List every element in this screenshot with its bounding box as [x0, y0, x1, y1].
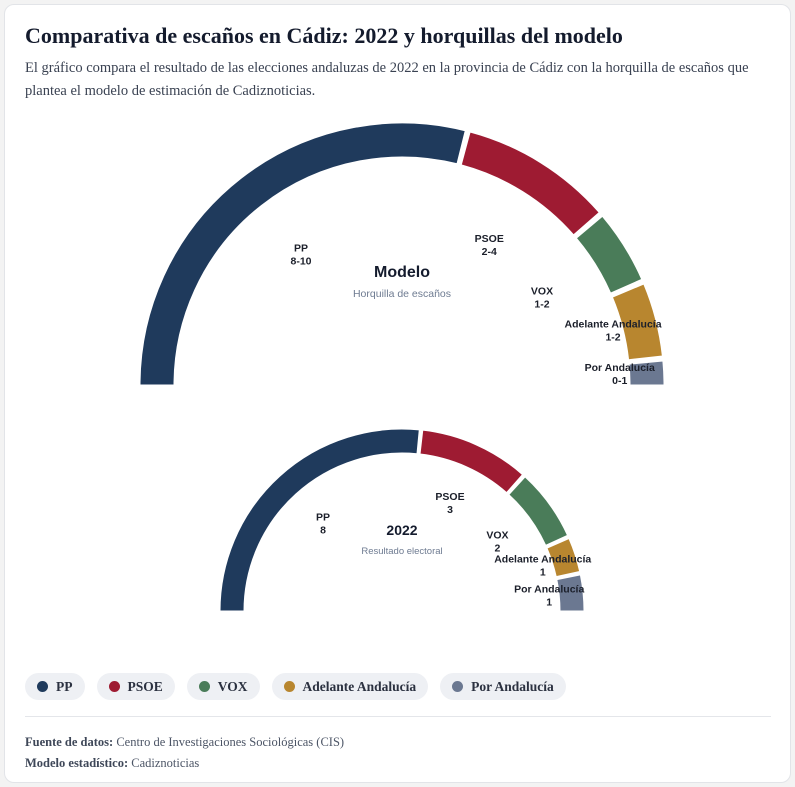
2022-label-party-por-andalucia: Por Andalucía — [514, 584, 584, 596]
model-label-party-vox: VOX — [531, 286, 553, 298]
2022-label-party-pp: PP — [316, 511, 330, 523]
legend-dot-vox — [198, 681, 210, 692]
model-label-seats-por-andalucia: 0-1 — [612, 375, 627, 387]
legend-item-pp[interactable]: PP — [25, 673, 85, 700]
model-arc-vox[interactable] — [575, 215, 643, 294]
2022-label-seats-pp: 8 — [320, 524, 326, 536]
legend-dot-adelante-andalucia — [283, 681, 295, 692]
legend-label-adelante-andalucia: Adelante Andalucía — [302, 678, 417, 694]
model-center-subtitle: Horquilla de escaños — [353, 288, 451, 300]
2022-center-subtitle: Resultado electoral — [361, 546, 442, 557]
model-arc-por-andalucia[interactable] — [628, 360, 665, 386]
model-center-title: Modelo — [374, 264, 430, 281]
page-title: Comparativa de escaños en Cádiz: 2022 y … — [25, 23, 623, 48]
model-label: Modelo estadístico: — [25, 756, 129, 770]
2022-label-seats-adelante-andalucia: 1 — [540, 566, 546, 578]
model-arc-adelante-andalucia[interactable] — [611, 283, 663, 361]
2022-arc-psoe[interactable] — [419, 429, 524, 494]
model-label-party-por-andalucia: Por Andalucía — [585, 362, 655, 374]
model-label-party-psoe: PSOE — [475, 233, 504, 245]
legend-dot-por-andalucia — [452, 681, 464, 692]
model-arc-pp[interactable] — [139, 122, 466, 386]
model-arc-psoe[interactable] — [460, 131, 600, 236]
source-notes: Fuente de datos: Centro de Investigacion… — [25, 732, 344, 774]
2022-label-seats-por-andalucia: 1 — [546, 597, 552, 609]
chart-card: Comparativa de escaños en Cádiz: 2022 y … — [4, 4, 791, 783]
2022-arc-vox[interactable] — [508, 476, 569, 547]
legend-label-psoe: PSOE — [127, 678, 163, 694]
2022-arc-pp[interactable] — [219, 428, 420, 612]
model-label-seats-psoe: 2-4 — [482, 246, 497, 258]
legend-label-por-andalucia: Por Andalucía — [471, 678, 554, 694]
model-label-party-pp: PP — [294, 243, 308, 255]
legend: PP PSOE VOX Adelante Andalucía Por Andal… — [25, 673, 566, 700]
2022-label-seats-psoe: 3 — [447, 504, 453, 516]
2022-arc-adelante-andalucia[interactable] — [546, 537, 581, 578]
2022-label-seats-vox: 2 — [495, 543, 501, 555]
model-line: Modelo estadístico: Cadiznoticias — [25, 753, 344, 774]
legend-dot-psoe — [108, 681, 120, 692]
2022-label-party-psoe: PSOE — [435, 491, 464, 503]
legend-item-por-andalucia[interactable]: Por Andalucía — [440, 673, 566, 700]
model-label-seats-pp: 8-10 — [290, 256, 311, 268]
legend-dot-pp — [37, 681, 48, 692]
model-label-seats-adelante-andalucia: 1-2 — [605, 331, 620, 343]
legend-item-vox[interactable]: VOX — [186, 673, 260, 700]
legend-item-psoe[interactable]: PSOE — [96, 673, 175, 700]
2022-arc-por-andalucia[interactable] — [556, 574, 585, 612]
legend-label-pp: PP — [56, 678, 73, 694]
2022-label-party-vox: VOX — [486, 530, 508, 542]
legend-item-adelante-andalucia[interactable]: Adelante Andalucía — [271, 673, 429, 700]
footer-divider — [25, 716, 771, 717]
source-line: Fuente de datos: Centro de Investigacion… — [25, 732, 344, 753]
model-label-seats-vox: 1-2 — [534, 299, 549, 311]
2022-label-party-adelante-andalucia: Adelante Andalucía — [494, 553, 591, 565]
source-value: Centro de Investigaciones Sociológicas (… — [116, 735, 345, 749]
model-label-party-adelante-andalucia: Adelante Andalucía — [565, 318, 662, 330]
model-value: Cadiznoticias — [131, 756, 200, 770]
legend-label-vox: VOX — [217, 678, 248, 694]
source-label: Fuente de datos: — [25, 735, 114, 749]
page-subtitle: El gráfico compara el resultado de las e… — [25, 60, 749, 99]
2022-center-title: 2022 — [386, 522, 417, 538]
